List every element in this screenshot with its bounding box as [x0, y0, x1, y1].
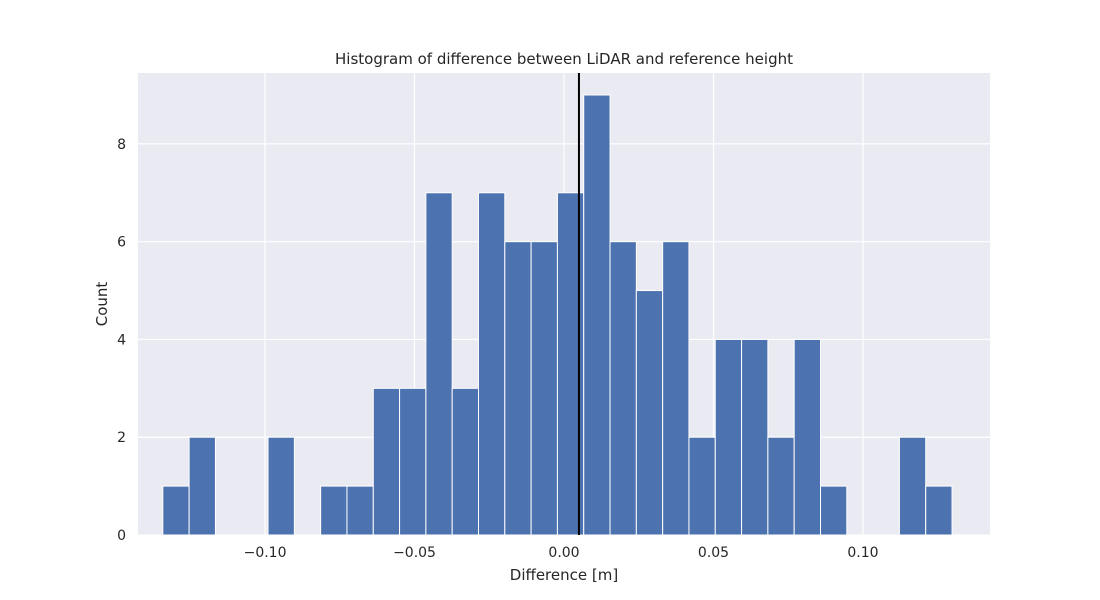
histogram-bar: [741, 338, 769, 536]
x-tick-label: 0.05: [698, 545, 729, 561]
histogram-bar: [609, 241, 637, 536]
histogram-bar: [662, 241, 690, 536]
histogram-bar: [267, 436, 295, 536]
histogram-bar: [583, 94, 611, 536]
histogram-bar: [688, 436, 716, 536]
y-tick-label: 4: [117, 332, 126, 348]
x-tick-label: −0.05: [393, 545, 436, 561]
y-tick-label: 0: [117, 528, 126, 544]
histogram-bar: [714, 338, 743, 536]
y-axis-ticks: 0 2 4 6 8: [117, 137, 126, 544]
x-tick-label: −0.10: [244, 545, 287, 561]
histogram-bar: [530, 241, 558, 536]
histogram-bar: [793, 338, 821, 536]
histogram-bar: [767, 436, 795, 536]
histogram-bar: [925, 485, 953, 536]
histogram-bar: [635, 290, 664, 536]
histogram-bar: [188, 436, 216, 536]
histogram-bar: [372, 387, 401, 536]
y-axis-title: Count: [93, 282, 111, 327]
y-tick-label: 6: [117, 235, 126, 251]
histogram-bars: [162, 94, 953, 536]
y-tick-label: 8: [117, 137, 126, 153]
histogram-bar: [346, 485, 374, 536]
histogram-bar: [819, 485, 848, 536]
y-tick-label: 2: [117, 430, 126, 446]
x-tick-label: 0.10: [847, 545, 878, 561]
histogram-bar: [504, 241, 532, 536]
x-tick-label: 0.00: [548, 545, 579, 561]
histogram-bar: [451, 387, 480, 536]
x-axis-ticks: −0.10 −0.05 0.00 0.05 0.10: [244, 545, 879, 561]
chart-title: Histogram of difference between LiDAR an…: [335, 50, 793, 68]
x-axis-title: Difference [m]: [510, 566, 618, 584]
histogram-bar: [320, 485, 348, 536]
histogram-bar: [162, 485, 190, 536]
histogram-bar: [478, 192, 506, 536]
histogram-bar: [399, 387, 427, 536]
histogram-bar: [898, 436, 927, 536]
histogram-bar: [425, 192, 453, 536]
